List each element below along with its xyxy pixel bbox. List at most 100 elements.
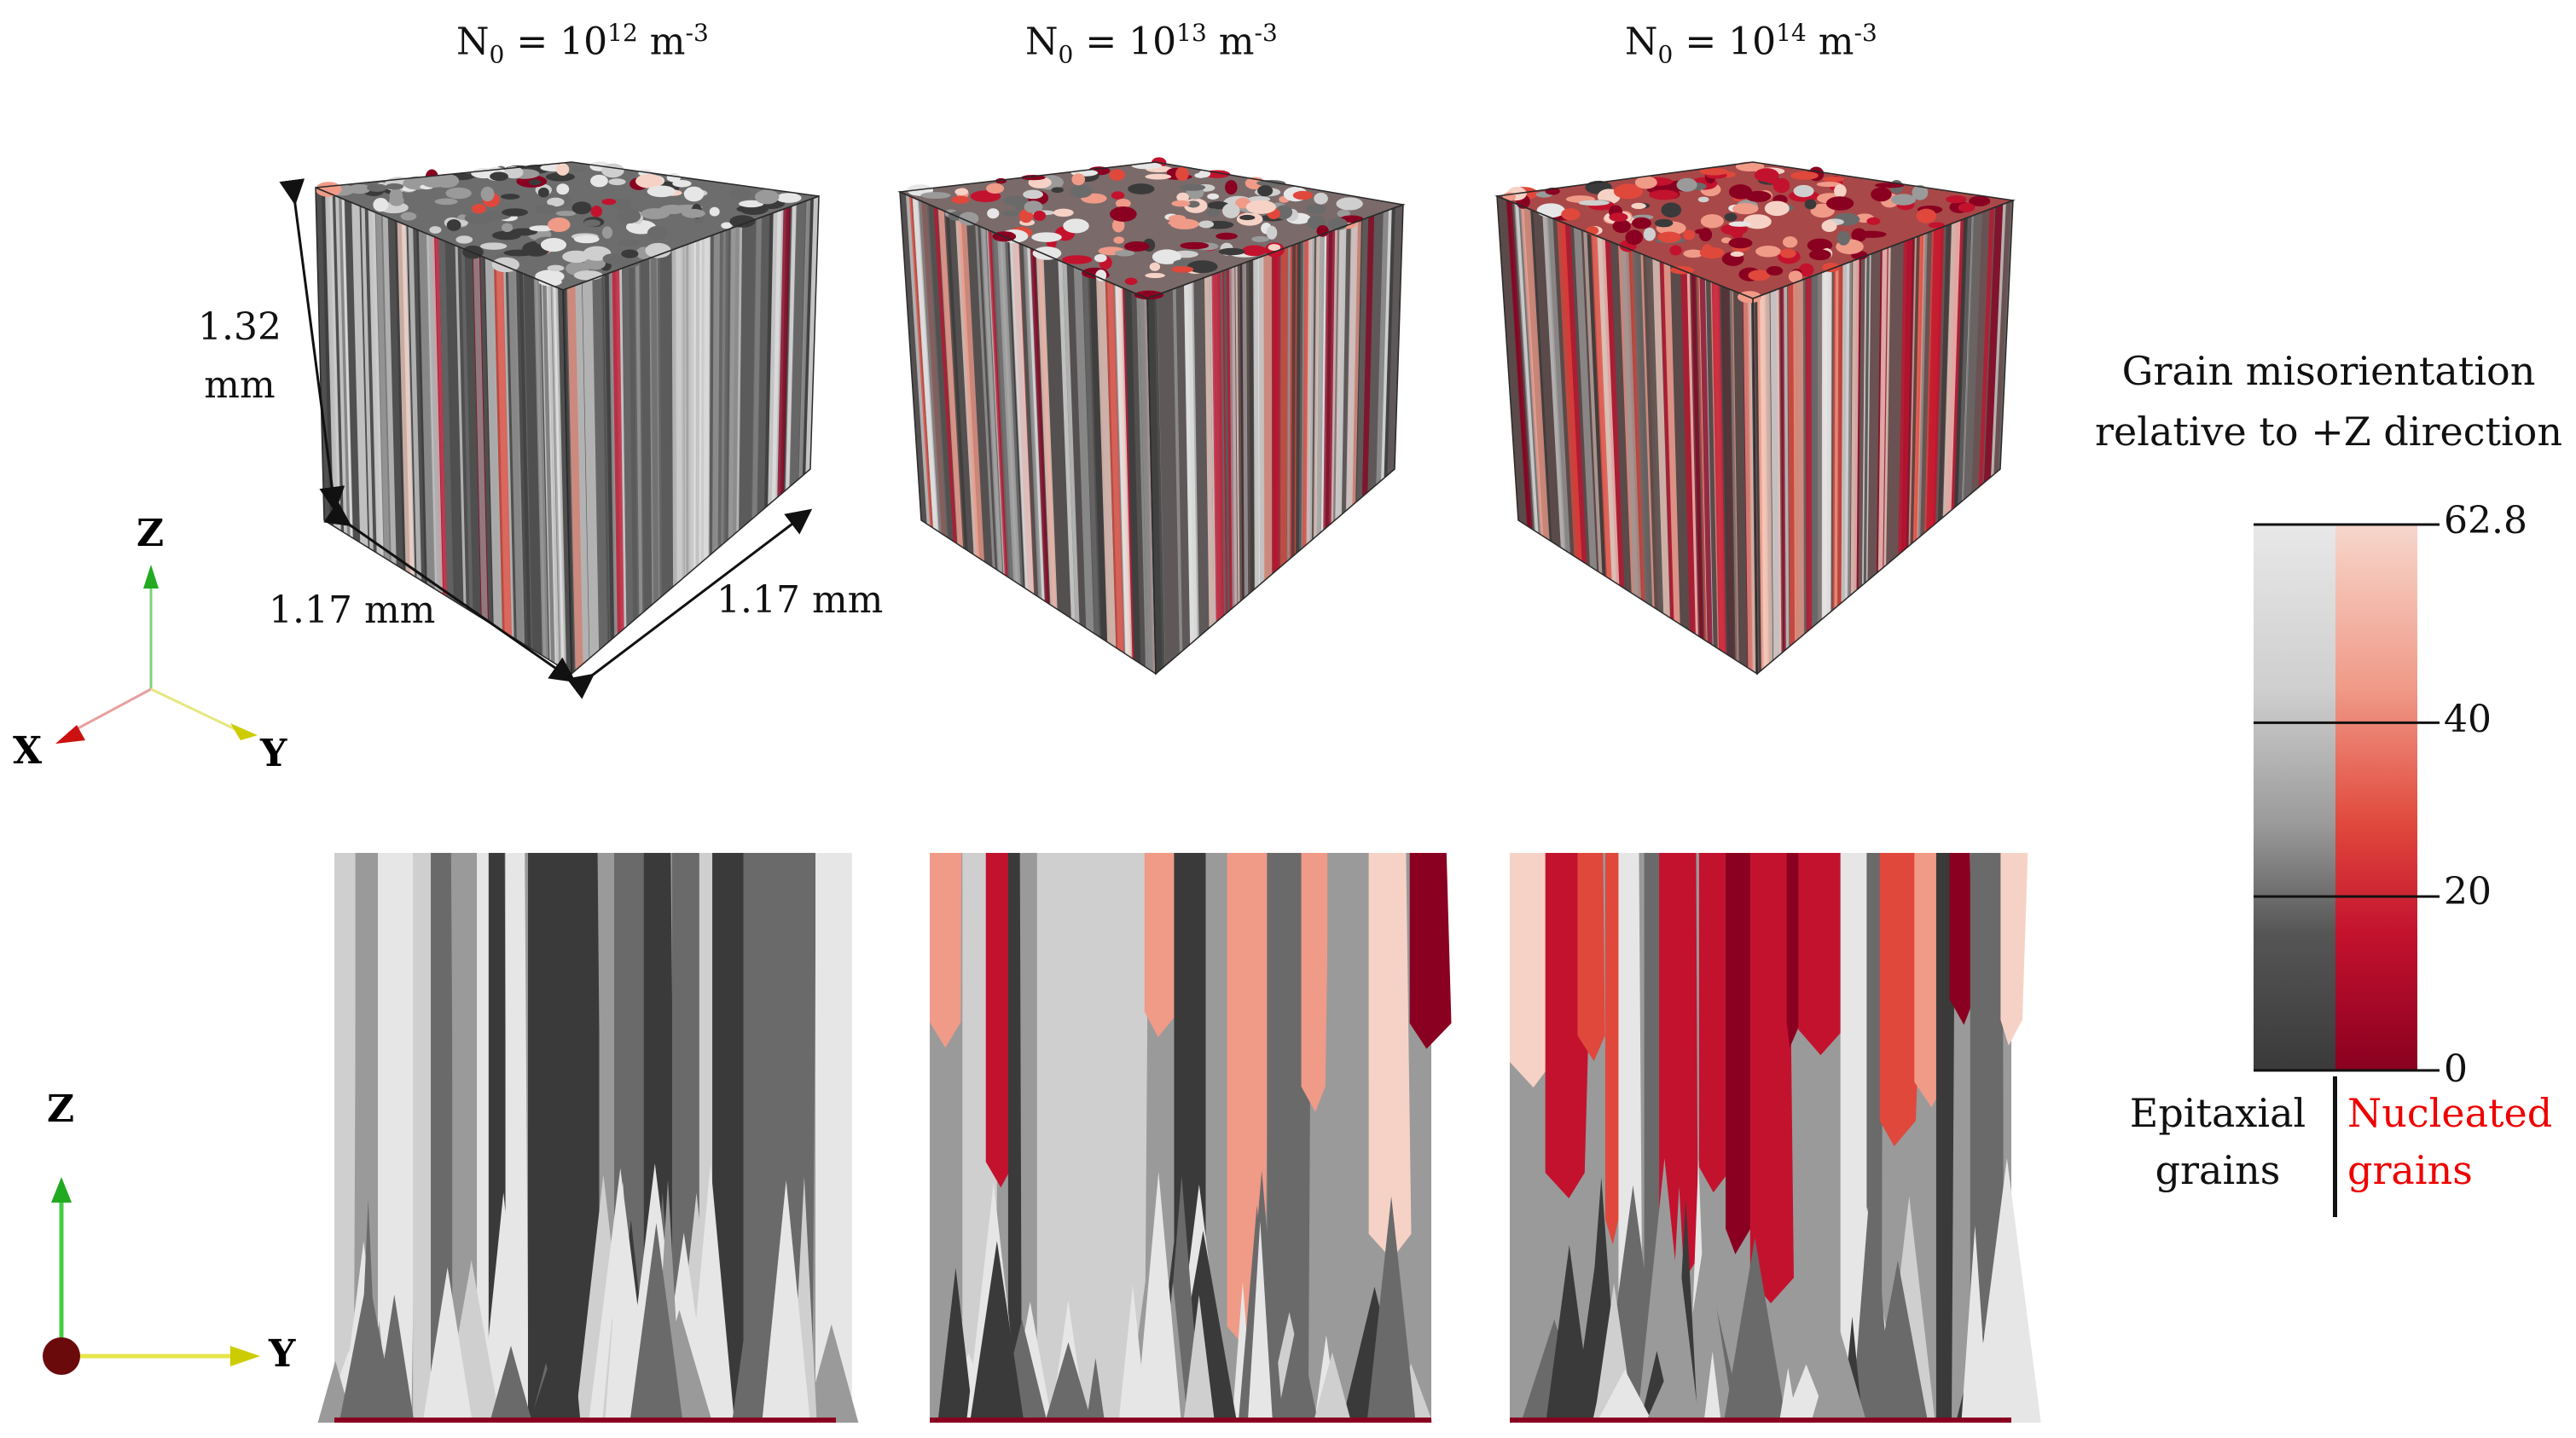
nucleated-grain: [988, 229, 1009, 578]
epitaxial-grain: [920, 192, 951, 199]
nucleated-grain: [1368, 853, 1412, 1260]
epitaxial-grain: [1841, 262, 1850, 604]
epitaxial-grain: [375, 212, 390, 561]
epitaxial-grain: [618, 239, 640, 246]
epitaxial-grain: [764, 212, 774, 509]
epitaxial-grain: [975, 224, 995, 569]
nucleated-grain: [1780, 287, 1786, 652]
epitaxial-grain: [937, 1267, 974, 1423]
epitaxial-grain: [1063, 218, 1089, 234]
nucleated-grain: [1728, 184, 1753, 200]
epitaxial-grain: [913, 197, 938, 531]
nucleated-grain: [1168, 214, 1186, 223]
epitaxial-grain: [1546, 1244, 1593, 1423]
epitaxial-grain: [1313, 1352, 1352, 1423]
nucleated-grain: [1033, 211, 1047, 221]
epitaxial-grain: [1184, 283, 1194, 645]
epitaxial-grain: [1635, 251, 1655, 608]
epitaxial-grain: [1336, 197, 1363, 211]
axis-3d-z-label: Z: [136, 512, 165, 555]
nucleated-grain: [1805, 276, 1813, 633]
nucleated-grain: [1695, 229, 1708, 235]
nucleated-grain: [1036, 250, 1058, 610]
nucleated-grain: [1171, 200, 1191, 207]
colorbar-tick-0: 0: [2444, 1047, 2468, 1091]
epitaxial-grain: [1221, 203, 1240, 218]
nucleated-grain: [2000, 853, 2028, 1046]
nucleated-grain: [1180, 241, 1210, 250]
epitaxial-grain: [1002, 210, 1020, 217]
epitaxial-grain: [446, 219, 461, 231]
epitaxial-grain: [1676, 177, 1697, 192]
epitaxial-grain: [789, 200, 806, 487]
cube-1e13: [897, 157, 1406, 676]
nucleated-grain: [1731, 231, 1743, 239]
epitaxial-grain: [1183, 1295, 1215, 1423]
epitaxial-grain: [1152, 249, 1181, 264]
colorbar-tick-40: 40: [2444, 698, 2492, 741]
epitaxial-grain: [672, 180, 692, 188]
nucleated-grain: [1134, 290, 1164, 300]
epitaxial-grain: [1267, 853, 1312, 1423]
cross-section-1e13: [930, 853, 1452, 1423]
epitaxial-grain: [1231, 266, 1238, 607]
epitaxial-grain: [400, 212, 417, 221]
epitaxial-grain: [385, 183, 404, 190]
nucleated-grain: [1115, 198, 1131, 208]
nucleated-grain: [1683, 229, 1696, 241]
epitaxial-grain: [1632, 250, 1649, 605]
epitaxial-grain: [1135, 1171, 1181, 1423]
epitaxial-grain: [1728, 221, 1751, 227]
nucleated-grain: [1958, 202, 1976, 212]
epitaxial-grain: [1295, 242, 1301, 554]
epitaxial-grain: [1228, 267, 1235, 609]
nucleated-grain: [1855, 230, 1887, 238]
nucleated-grain: [1816, 181, 1842, 188]
epitaxial-grain: [1256, 180, 1286, 187]
nucleated-grain: [1204, 275, 1215, 629]
epitaxial-grain: [1973, 1158, 2041, 1423]
epitaxial-grain: [1095, 270, 1107, 281]
epitaxial-grain: [647, 225, 668, 241]
nucleated-grain: [1409, 853, 1452, 1049]
nucleated-grain: [1109, 169, 1126, 181]
epitaxial-grain: [721, 222, 733, 229]
nucleated-grain: [1788, 270, 1803, 283]
epitaxial-grain: [1340, 853, 1370, 1423]
epitaxial-grain: [1207, 208, 1220, 217]
nucleated-grain: [1779, 248, 1796, 258]
nucleated-grain: [1866, 217, 1881, 225]
epitaxial-grain: [712, 232, 720, 554]
nucleated-grain: [1176, 192, 1190, 203]
axis-triad-3d: [55, 565, 258, 744]
nucleated-grain: [1898, 238, 1913, 555]
nucleated-grain: [1301, 853, 1329, 1112]
epitaxial-grain: [1381, 208, 1392, 481]
epitaxial-grain: [490, 171, 508, 182]
epitaxial-grain: [367, 183, 387, 192]
nucleated-grain: [1825, 196, 1854, 211]
width-x-dimension-label: 1.17 mm: [269, 589, 436, 632]
nucleated-grain: [1632, 217, 1651, 229]
epitaxial-grain: [1546, 216, 1571, 554]
epitaxial-grain: [1327, 853, 1340, 1423]
epitaxial-grain: [1863, 254, 1870, 584]
epitaxial-grain: [1811, 1326, 1867, 1423]
colorbar: [2254, 523, 2440, 1072]
epitaxial-grain: [1027, 246, 1045, 601]
epitaxial-grain: [334, 853, 357, 1423]
epitaxial-grain: [348, 183, 371, 194]
epitaxial-grain: [1239, 214, 1256, 221]
epitaxial-grain: [693, 239, 702, 570]
nucleated-grain: [1292, 190, 1314, 200]
epitaxial-grain: [1703, 1351, 1721, 1423]
epitaxial-grain: [980, 226, 1003, 574]
nucleated-grain: [1760, 292, 1773, 669]
epitaxial-grain: [1114, 250, 1135, 257]
nucleated-grain: [1111, 191, 1125, 200]
axis-triad-2d: [43, 1177, 260, 1375]
nucleated-grain: [1225, 180, 1238, 195]
nucleated-grain: [1711, 281, 1727, 654]
nucleated-grain: [1507, 200, 1533, 530]
substrate-line: [334, 1418, 836, 1423]
